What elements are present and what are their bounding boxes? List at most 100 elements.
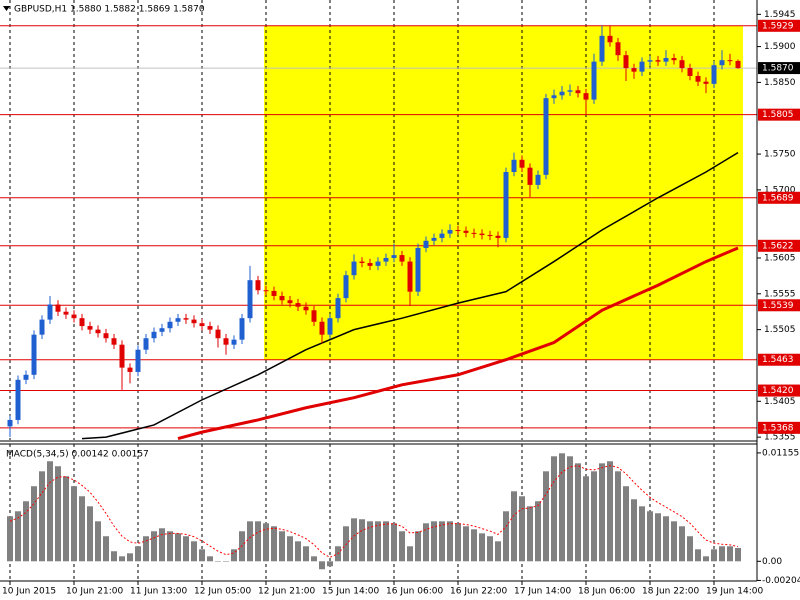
histogram-bar bbox=[383, 521, 389, 562]
histogram-bar bbox=[655, 513, 661, 562]
candle-body bbox=[175, 318, 181, 322]
candle-body bbox=[15, 379, 21, 420]
candle-body bbox=[399, 255, 405, 262]
histogram-bar bbox=[287, 536, 293, 562]
level-label: 1.5420 bbox=[762, 386, 794, 396]
candle-body bbox=[327, 318, 333, 335]
histogram-bar bbox=[343, 526, 349, 562]
candle-body bbox=[559, 91, 565, 96]
candle-body bbox=[367, 262, 373, 266]
candle-body bbox=[111, 338, 117, 345]
candle-body bbox=[343, 275, 349, 299]
histogram-bar bbox=[247, 521, 253, 562]
moving-average bbox=[177, 246, 739, 441]
histogram-bar bbox=[127, 553, 133, 562]
histogram-bar bbox=[567, 456, 573, 562]
candle-body bbox=[519, 159, 525, 168]
histogram-bar bbox=[551, 456, 557, 562]
histogram-bar bbox=[255, 521, 261, 562]
histogram-bar bbox=[671, 521, 677, 562]
candle-body bbox=[415, 247, 421, 292]
moving-average bbox=[81, 151, 739, 440]
x-tick-label: 15 Jun 14:00 bbox=[322, 587, 379, 597]
chart-title: GBPUSD,H1 1.5880 1.5882 1.5869 1.5870 bbox=[14, 5, 205, 15]
histogram-bar bbox=[639, 506, 645, 562]
candle-body bbox=[47, 304, 53, 320]
candle-body bbox=[727, 60, 733, 62]
candle-body bbox=[599, 35, 605, 62]
histogram-bar bbox=[191, 541, 197, 562]
histogram-bar bbox=[615, 471, 621, 562]
histogram-bar bbox=[735, 547, 741, 562]
histogram-bar bbox=[583, 476, 589, 562]
histogram-bar bbox=[319, 561, 325, 570]
candle-body bbox=[543, 98, 549, 175]
histogram-bar bbox=[703, 556, 709, 562]
candle-body bbox=[351, 261, 357, 276]
indicator-title: MACD(5,34,5) 0.00142 0.00157 bbox=[6, 450, 149, 460]
candle-body bbox=[191, 319, 197, 324]
dropdown-icon[interactable] bbox=[3, 6, 10, 11]
histogram-bar bbox=[471, 529, 477, 562]
histogram-bar bbox=[39, 471, 45, 562]
candle-body bbox=[295, 303, 301, 307]
histogram-bar bbox=[303, 546, 309, 562]
y-tick-label: 1.5505 bbox=[764, 325, 796, 335]
histogram-bar bbox=[311, 556, 317, 562]
current-price-label: 1.5870 bbox=[762, 64, 794, 74]
candle-body bbox=[439, 233, 445, 238]
candle-body bbox=[31, 334, 37, 375]
y-tick-label: 1.5900 bbox=[764, 42, 796, 52]
histogram-bar bbox=[447, 521, 453, 562]
x-tick-label: 17 Jun 14:00 bbox=[514, 587, 571, 597]
candle-body bbox=[463, 230, 469, 233]
candle-body bbox=[151, 331, 157, 339]
histogram-bar bbox=[431, 521, 437, 562]
level-label: 1.5463 bbox=[762, 355, 794, 365]
current-price-box bbox=[758, 62, 800, 75]
candle-body bbox=[39, 319, 45, 335]
candle-body bbox=[567, 90, 573, 92]
histogram-bar bbox=[159, 528, 165, 562]
histogram-bar bbox=[455, 523, 461, 562]
candle-body bbox=[711, 65, 717, 84]
candle-body bbox=[583, 93, 589, 100]
histogram-bar bbox=[23, 501, 29, 562]
candle-body bbox=[287, 300, 293, 304]
candle-body bbox=[215, 329, 221, 339]
histogram-bar bbox=[359, 519, 365, 562]
candle-body bbox=[79, 318, 85, 327]
candle-body bbox=[631, 68, 637, 72]
level-label-box bbox=[758, 384, 800, 397]
histogram-bar bbox=[47, 461, 53, 562]
histogram-bar bbox=[167, 531, 173, 562]
y-tick-label: 1.5850 bbox=[764, 78, 796, 88]
histogram-bar bbox=[687, 536, 693, 562]
histogram-bar bbox=[575, 463, 581, 562]
level-label-box bbox=[758, 299, 800, 312]
histogram-bar bbox=[111, 551, 117, 562]
candle-body bbox=[391, 255, 397, 258]
candle-body bbox=[271, 290, 277, 296]
candle-body bbox=[647, 60, 653, 62]
histogram-bar bbox=[119, 556, 125, 562]
x-tick-label: 10 Jun 21:00 bbox=[66, 587, 123, 597]
histogram-bar bbox=[295, 541, 301, 562]
x-tick-label: 18 Jun 22:00 bbox=[642, 587, 699, 597]
histogram-bar bbox=[623, 486, 629, 562]
candle-body bbox=[503, 171, 509, 238]
candle-body bbox=[199, 323, 205, 327]
level-label-box bbox=[758, 239, 800, 252]
y-tick-label: 1.5945 bbox=[764, 10, 796, 20]
candle-body bbox=[383, 257, 389, 262]
histogram-bar bbox=[95, 521, 101, 562]
signal-line bbox=[9, 465, 739, 558]
histogram-bar bbox=[135, 546, 141, 562]
candle-body bbox=[263, 290, 269, 292]
candle-body bbox=[167, 321, 173, 329]
x-tick-label: 12 Jun 05:00 bbox=[194, 587, 251, 597]
histogram-bar bbox=[367, 521, 373, 562]
plot-marks bbox=[7, 25, 741, 570]
